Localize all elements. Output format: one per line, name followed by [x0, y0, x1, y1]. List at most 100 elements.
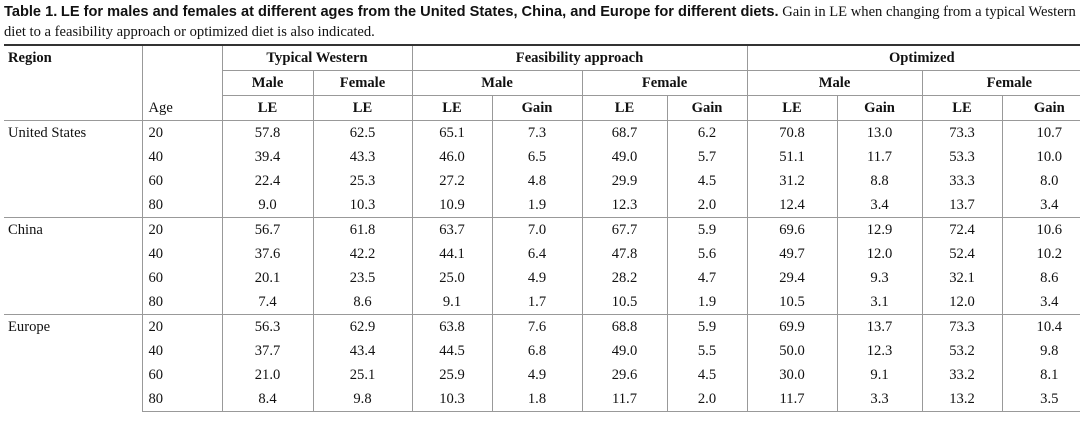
value-cell: 10.2: [1001, 242, 1080, 266]
value-cell: 25.0: [411, 266, 492, 290]
value-cell: 13.2: [921, 387, 1003, 412]
value-cell: 49.0: [581, 145, 667, 169]
value-cell: 28.2: [581, 266, 667, 290]
table-row: 80 9.0 10.3 10.9 1.9 12.3 2.0 12.4 3.4 13.7 3.4: [4, 193, 1080, 218]
value-cell: 42.2: [312, 242, 412, 266]
value-cell: 33.2: [921, 363, 1003, 387]
header-op-female-le: LE: [921, 95, 1003, 121]
value-cell: 25.1: [312, 363, 412, 387]
value-cell: 22.4: [221, 169, 313, 193]
value-cell: 10.9: [411, 193, 492, 218]
value-cell: 10.3: [411, 387, 492, 412]
value-cell: 62.5: [312, 120, 412, 145]
header-op-male-gain: Gain: [836, 95, 923, 121]
value-cell: 46.0: [411, 145, 492, 169]
age-cell: 20: [141, 120, 222, 145]
table-row: 80 7.4 8.6 9.1 1.7 10.5 1.9 10.5 3.1 12.0 3.4: [4, 290, 1080, 315]
table-row: 80 8.4 9.8 10.3 1.8 11.7 2.0 11.7 3.3 13.2 3.5: [4, 387, 1080, 412]
value-cell: 10.4: [1001, 314, 1080, 339]
value-cell: 5.7: [666, 145, 748, 169]
value-cell: 8.1: [1001, 363, 1080, 387]
value-cell: 1.7: [491, 290, 582, 315]
value-cell: 44.5: [411, 339, 492, 363]
age-cell: 80: [141, 290, 222, 315]
value-cell: 29.6: [581, 363, 667, 387]
age-cell: 40: [141, 145, 222, 169]
table-row: 60 21.0 25.1 25.9 4.9 29.6 4.5 30.0 9.1 33.2 8.1: [4, 363, 1080, 387]
value-cell: 56.7: [221, 217, 313, 242]
value-cell: 25.3: [312, 169, 412, 193]
value-cell: 10.5: [581, 290, 667, 315]
le-table: Region Typical Western Feasibility appro…: [4, 44, 1080, 412]
value-cell: 4.9: [491, 266, 582, 290]
value-cell: 8.0: [1001, 169, 1080, 193]
value-cell: 4.5: [666, 363, 748, 387]
value-cell: 31.2: [746, 169, 838, 193]
age-cell: 20: [141, 314, 222, 339]
age-cell: 60: [141, 169, 222, 193]
value-cell: 43.4: [312, 339, 412, 363]
table-row: China 20 56.7 61.8 63.7 7.0 67.7 5.9 69.6 12.9 72.…: [4, 217, 1080, 315]
value-cell: 30.0: [746, 363, 838, 387]
value-cell: 8.4: [221, 387, 313, 412]
value-cell: 69.6: [746, 217, 838, 242]
header-fa-female: Female: [581, 70, 748, 96]
value-cell: 63.7: [411, 217, 492, 242]
value-cell: 4.9: [491, 363, 582, 387]
age-cell: 40: [141, 339, 222, 363]
value-cell: 56.3: [221, 314, 313, 339]
value-cell: 69.9: [746, 314, 838, 339]
value-cell: 3.5: [1001, 387, 1080, 412]
value-cell: 13.0: [836, 120, 923, 145]
value-cell: 3.4: [1001, 290, 1080, 315]
value-cell: 9.0: [221, 193, 313, 218]
value-cell: 13.7: [921, 193, 1003, 218]
header-fa-male-le: LE: [411, 95, 492, 121]
value-cell: 47.8: [581, 242, 667, 266]
table-row: Europe 20 56.3 62.9 63.8 7.6 68.8 5.9 69.9 13.7 73…: [4, 314, 1080, 412]
value-cell: 9.1: [411, 290, 492, 315]
value-cell: 4.5: [666, 169, 748, 193]
value-cell: 7.4: [221, 290, 313, 315]
age-cell: 80: [141, 193, 222, 218]
value-cell: 5.9: [666, 217, 748, 242]
value-cell: 10.3: [312, 193, 412, 218]
value-cell: 11.7: [836, 145, 923, 169]
value-cell: 12.3: [581, 193, 667, 218]
value-cell: 53.3: [921, 145, 1003, 169]
value-cell: 57.8: [221, 120, 313, 145]
value-cell: 51.1: [746, 145, 838, 169]
header-age-spacer: [141, 45, 222, 71]
value-cell: 43.3: [312, 145, 412, 169]
value-cell: 7.3: [491, 120, 582, 145]
value-cell: 6.5: [491, 145, 582, 169]
value-cell: 4.8: [491, 169, 582, 193]
value-cell: 3.1: [836, 290, 923, 315]
value-cell: 33.3: [921, 169, 1003, 193]
value-cell: 5.5: [666, 339, 748, 363]
value-cell: 8.8: [836, 169, 923, 193]
value-cell: 73.3: [921, 314, 1003, 339]
value-cell: 3.4: [836, 193, 923, 218]
region-name: Europe: [4, 314, 142, 412]
value-cell: 10.7: [1001, 120, 1080, 145]
value-cell: 5.9: [666, 314, 748, 339]
value-cell: 29.9: [581, 169, 667, 193]
header-op-female-gain: Gain: [1001, 95, 1080, 121]
value-cell: 50.0: [746, 339, 838, 363]
value-cell: 5.6: [666, 242, 748, 266]
value-cell: 49.7: [746, 242, 838, 266]
value-cell: 9.8: [1001, 339, 1080, 363]
value-cell: 68.8: [581, 314, 667, 339]
header-region: Region: [8, 50, 52, 66]
table-figure: Table 1. LE for males and females at dif…: [4, 0, 1080, 412]
value-cell: 12.3: [836, 339, 923, 363]
region-name: United States: [4, 120, 142, 218]
value-cell: 4.7: [666, 266, 748, 290]
value-cell: 39.4: [221, 145, 313, 169]
value-cell: 6.2: [666, 120, 748, 145]
header-fa-male: Male: [411, 70, 582, 96]
value-cell: 29.4: [746, 266, 838, 290]
caption-label: Table 1.: [4, 4, 58, 20]
value-cell: 53.2: [921, 339, 1003, 363]
